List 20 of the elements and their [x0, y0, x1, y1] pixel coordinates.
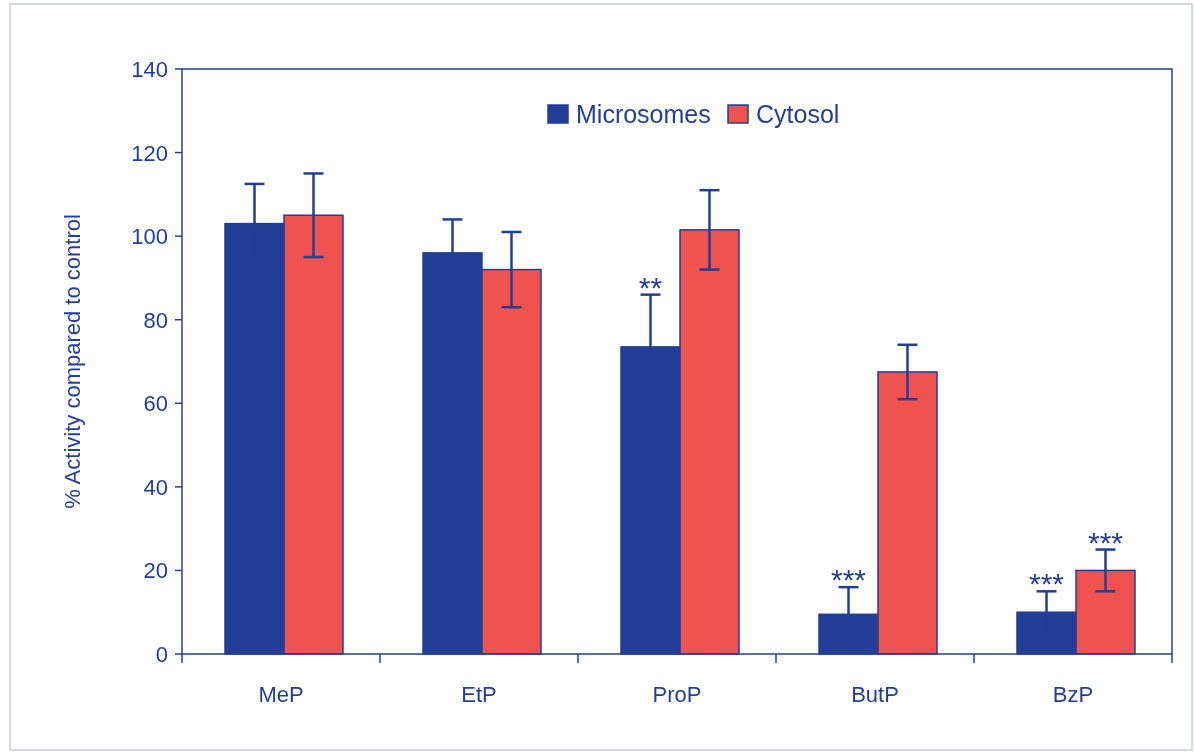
y-tick-label: 100 — [131, 224, 168, 250]
y-axis-title: % Activity compared to control — [60, 214, 85, 509]
x-tick-label: EtP — [461, 682, 497, 707]
y-tick-label: 20 — [143, 558, 168, 584]
y-tick-label: 0 — [155, 642, 168, 667]
annotation: *** — [830, 563, 867, 597]
y-tick-label: 60 — [143, 391, 168, 417]
x-tick-label: ProP — [652, 682, 702, 707]
y-tick-label: 80 — [143, 307, 168, 333]
annotation: *** — [1087, 525, 1124, 559]
legend-label: Microsomes — [576, 100, 711, 128]
y-tick-label: 140 — [131, 57, 168, 82]
y-tick-label: 120 — [131, 140, 168, 166]
x-tick-label: BzP — [1052, 682, 1094, 707]
y-tick-label: 40 — [143, 474, 168, 500]
x-tick-label: MeP — [258, 682, 304, 707]
annotation: *** — [1028, 567, 1065, 601]
legend-label: Cytosol — [756, 100, 840, 128]
annotation: ** — [638, 270, 663, 304]
x-tick-label: ButP — [851, 682, 899, 707]
